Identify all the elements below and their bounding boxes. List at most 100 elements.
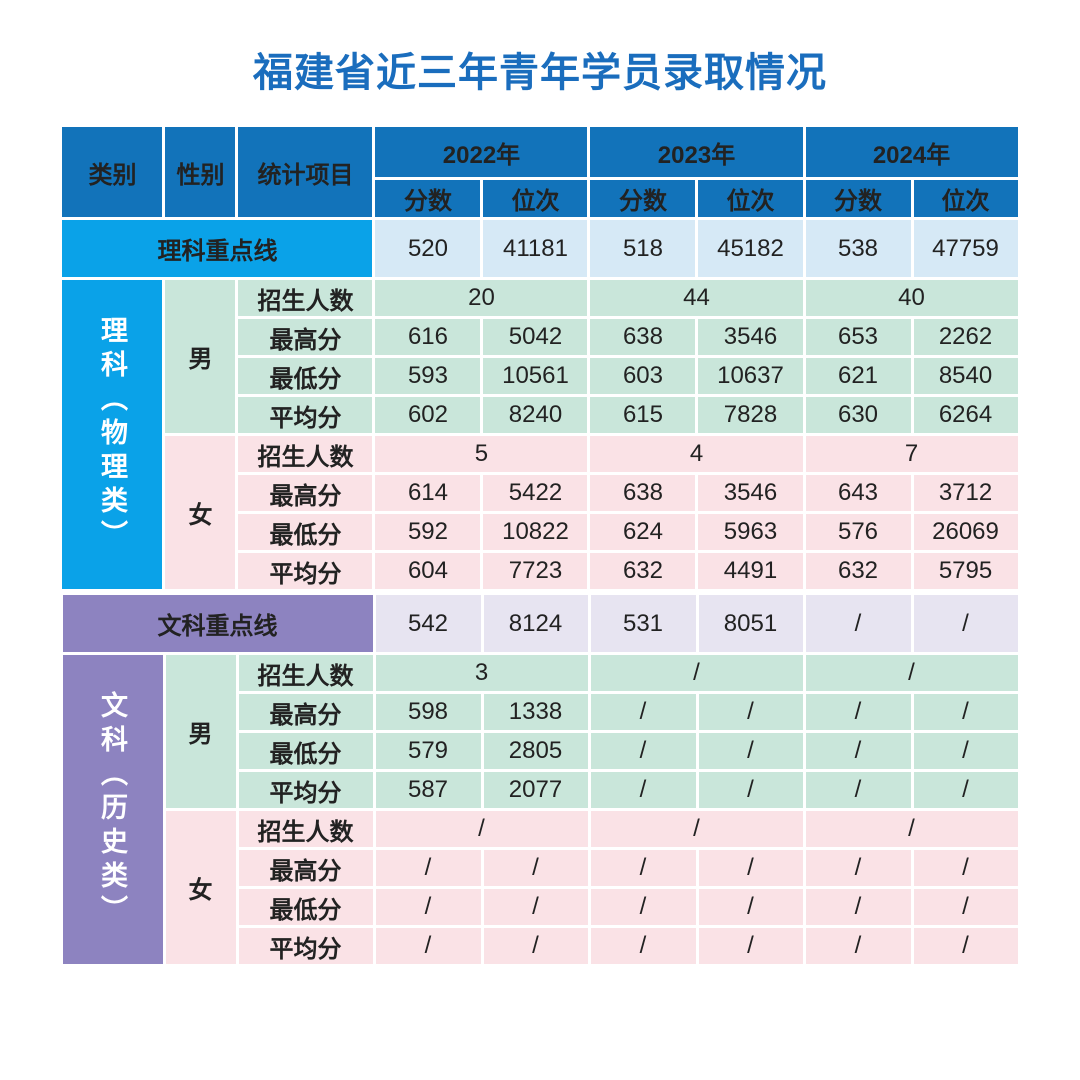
arts-male-enroll-2022: 3 (372, 652, 591, 694)
science-male-enroll-label: 招生人数 (235, 277, 376, 319)
cell-score: 630 (802, 394, 914, 436)
cell-score: / (802, 925, 914, 967)
science-female-enroll-label: 招生人数 (235, 433, 376, 475)
arts-category-label: 文科（历史类） (97, 690, 127, 929)
cell-score: 593 (372, 355, 484, 397)
cell-score: / (587, 886, 699, 928)
stat-label: 最高分 (235, 847, 376, 889)
stat-label: 最高分 (235, 691, 376, 733)
cell-rank: 10561 (480, 355, 591, 397)
cell-score: 576 (802, 511, 914, 553)
arts-female-enroll-2022: / (372, 808, 591, 850)
science-cutoff-score-2023: 518 (587, 217, 699, 280)
cell-score: 653 (802, 316, 914, 358)
cell-rank: / (480, 886, 591, 928)
cell-rank: / (695, 730, 806, 772)
cell-score: 624 (587, 511, 699, 553)
cell-rank: / (695, 691, 806, 733)
cell-score: / (802, 730, 914, 772)
cell-rank: 5963 (695, 511, 806, 553)
cell-rank: / (695, 769, 806, 811)
cell-score: 587 (372, 769, 484, 811)
cell-score: 616 (372, 316, 484, 358)
cell-rank: / (480, 847, 591, 889)
cell-score: 602 (372, 394, 484, 436)
arts-female-gender: 女 (162, 808, 239, 967)
science-cutoff-score-2024: 538 (802, 217, 914, 280)
stat-label: 最低分 (235, 355, 376, 397)
arts-male-enroll-2024: / (802, 652, 1021, 694)
cell-rank: 2077 (480, 769, 591, 811)
cell-rank: / (695, 925, 806, 967)
arts-cutoff-score-2022: 542 (372, 592, 484, 655)
arts-cutoff-score-2024: / (802, 592, 914, 655)
cell-score: / (802, 847, 914, 889)
cell-rank: 7723 (480, 550, 591, 592)
cell-rank: 4491 (695, 550, 806, 592)
header-year-2024: 2024年 (802, 124, 1021, 180)
science-cutoff-label: 理科重点线 (59, 217, 376, 280)
cell-score: / (372, 925, 484, 967)
cell-score: 615 (587, 394, 699, 436)
cell-rank: / (910, 925, 1021, 967)
science-cutoff-rank-2024: 47759 (910, 217, 1021, 280)
stat-label: 最高分 (235, 472, 376, 514)
cell-score: 579 (372, 730, 484, 772)
science-male-enroll-2024: 40 (802, 277, 1021, 319)
arts-female-enroll-2024: / (802, 808, 1021, 850)
arts-male-enroll-2023: / (587, 652, 806, 694)
stat-label: 最低分 (235, 730, 376, 772)
stat-label: 最低分 (235, 886, 376, 928)
cell-score: / (802, 691, 914, 733)
science-female-enroll-2024: 7 (802, 433, 1021, 475)
cell-score: 592 (372, 511, 484, 553)
header-year-2023: 2023年 (587, 124, 806, 180)
stat-label: 平均分 (235, 925, 376, 967)
science-male-gender: 男 (162, 277, 239, 436)
cell-score: / (802, 769, 914, 811)
cell-score: 632 (802, 550, 914, 592)
arts-female-enroll-2023: / (587, 808, 806, 850)
stat-label: 平均分 (235, 550, 376, 592)
header-rank-2023: 位次 (695, 177, 806, 220)
cell-rank: 26069 (910, 511, 1021, 553)
science-category-label: 理科（物理类） (96, 315, 127, 554)
cell-score: / (587, 769, 699, 811)
cell-score: / (372, 847, 484, 889)
arts-female-enroll-label: 招生人数 (235, 808, 376, 850)
cell-score: / (587, 691, 699, 733)
header-year-2022: 2022年 (372, 124, 591, 180)
cell-rank: 3546 (695, 316, 806, 358)
arts-cutoff-rank-2022: 8124 (480, 592, 591, 655)
cell-rank: 7828 (695, 394, 806, 436)
cell-rank: / (480, 925, 591, 967)
science-female-gender: 女 (162, 433, 239, 592)
cell-rank: 2805 (480, 730, 591, 772)
cell-rank: 8540 (910, 355, 1021, 397)
science-cutoff-rank-2022: 41181 (480, 217, 591, 280)
stat-label: 最低分 (235, 511, 376, 553)
arts-cutoff-rank-2024: / (910, 592, 1021, 655)
cell-rank: 3712 (910, 472, 1021, 514)
science-female-enroll-2022: 5 (372, 433, 591, 475)
header-stat-item: 统计项目 (235, 124, 376, 220)
cell-rank: 5422 (480, 472, 591, 514)
science-cutoff-rank-2023: 45182 (695, 217, 806, 280)
stat-label: 平均分 (235, 394, 376, 436)
science-category-cell: 理科（物理类） (59, 277, 166, 592)
cell-rank: 3546 (695, 472, 806, 514)
science-male-enroll-2022: 20 (372, 277, 591, 319)
cell-score: / (587, 925, 699, 967)
cell-score: 621 (802, 355, 914, 397)
arts-category-cell: 文科（历史类） (59, 652, 166, 967)
cell-score: / (802, 886, 914, 928)
header-rank-2022: 位次 (480, 177, 591, 220)
cell-score: 638 (587, 472, 699, 514)
science-cutoff-score-2022: 520 (372, 217, 484, 280)
science-female-enroll-2023: 4 (587, 433, 806, 475)
header-category: 类别 (59, 124, 166, 220)
cell-rank: 1338 (480, 691, 591, 733)
header-rank-2024: 位次 (910, 177, 1021, 220)
stat-label: 最高分 (235, 316, 376, 358)
